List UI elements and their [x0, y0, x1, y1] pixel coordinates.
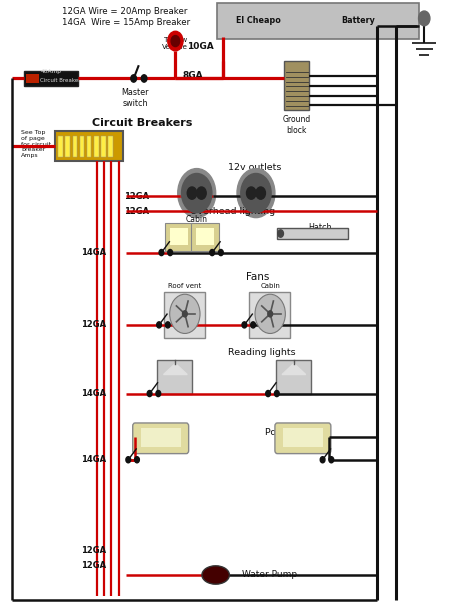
Text: 12GA: 12GA — [124, 207, 149, 216]
Circle shape — [165, 322, 170, 328]
FancyBboxPatch shape — [217, 3, 419, 39]
Text: Water Pump: Water Pump — [242, 571, 297, 579]
Text: Circuit Breakers: Circuit Breakers — [92, 118, 193, 128]
Circle shape — [126, 457, 131, 463]
Text: Cabin: Cabin — [186, 215, 208, 224]
Text: Hatch: Hatch — [308, 223, 332, 232]
Circle shape — [278, 230, 283, 237]
Text: Roof vent: Roof vent — [168, 283, 201, 289]
Circle shape — [178, 169, 216, 218]
Bar — [73, 136, 77, 157]
Polygon shape — [164, 364, 187, 375]
FancyBboxPatch shape — [133, 423, 189, 454]
Circle shape — [131, 75, 137, 82]
Text: Circuit Breaker: Circuit Breaker — [40, 78, 81, 83]
Circle shape — [182, 311, 187, 317]
Text: Porch lights: Porch lights — [265, 428, 320, 436]
Bar — [24, 71, 78, 86]
Text: 14GA: 14GA — [81, 248, 106, 257]
FancyBboxPatch shape — [196, 228, 214, 245]
Circle shape — [141, 75, 147, 82]
Text: Reading lights: Reading lights — [228, 348, 295, 357]
FancyBboxPatch shape — [170, 228, 188, 245]
Text: Master
switch: Master switch — [121, 88, 149, 108]
Text: To Tow
Vehicle: To Tow Vehicle — [163, 37, 188, 50]
Ellipse shape — [202, 566, 229, 584]
Text: Fans: Fans — [246, 272, 270, 282]
Circle shape — [419, 11, 430, 26]
Bar — [87, 136, 91, 157]
Circle shape — [159, 249, 164, 256]
Text: 10GA: 10GA — [187, 42, 214, 51]
FancyBboxPatch shape — [223, 12, 281, 32]
Circle shape — [246, 187, 256, 199]
Circle shape — [274, 390, 279, 397]
FancyBboxPatch shape — [275, 423, 331, 454]
Circle shape — [241, 173, 271, 213]
FancyBboxPatch shape — [191, 223, 219, 251]
Circle shape — [135, 457, 139, 463]
Circle shape — [210, 249, 215, 256]
Circle shape — [266, 390, 271, 397]
Circle shape — [171, 36, 180, 47]
FancyBboxPatch shape — [141, 428, 181, 447]
Circle shape — [147, 390, 152, 397]
Circle shape — [242, 322, 247, 328]
Text: See Top
of page
for circuit
breaker
Amps: See Top of page for circuit breaker Amps — [21, 130, 52, 158]
Bar — [276, 360, 311, 394]
Text: 12v outlets: 12v outlets — [228, 163, 281, 172]
FancyBboxPatch shape — [283, 428, 323, 447]
Circle shape — [251, 322, 255, 328]
Text: 40Amp: 40Amp — [40, 69, 61, 74]
Text: 12GA: 12GA — [124, 192, 149, 200]
Text: 12GA: 12GA — [81, 321, 106, 329]
Circle shape — [197, 187, 206, 199]
Text: 12GA Wire = 20Amp Breaker
14GA  Wire = 15Amp Breaker: 12GA Wire = 20Amp Breaker 14GA Wire = 15… — [62, 7, 190, 27]
Text: Cabin: Cabin — [187, 172, 207, 178]
Bar — [80, 136, 84, 157]
Circle shape — [168, 31, 183, 51]
Bar — [101, 136, 106, 157]
Circle shape — [157, 322, 162, 328]
Polygon shape — [282, 364, 306, 375]
Circle shape — [255, 294, 285, 333]
Circle shape — [170, 294, 200, 333]
Circle shape — [156, 390, 161, 397]
Circle shape — [256, 187, 265, 199]
Circle shape — [182, 173, 212, 213]
FancyBboxPatch shape — [164, 292, 205, 338]
Bar — [65, 136, 70, 157]
Bar — [108, 136, 113, 157]
Circle shape — [237, 169, 275, 218]
Bar — [58, 136, 63, 157]
Text: 14GA: 14GA — [81, 389, 106, 398]
Text: Ground
block: Ground block — [283, 115, 311, 135]
Circle shape — [219, 249, 223, 256]
Bar — [94, 136, 99, 157]
Text: Overhead lighting: Overhead lighting — [190, 207, 275, 216]
Text: 8GA: 8GA — [182, 71, 203, 80]
FancyBboxPatch shape — [322, 12, 380, 32]
Text: 14GA: 14GA — [81, 455, 106, 464]
Text: El Cheapo: El Cheapo — [236, 17, 281, 25]
Circle shape — [329, 457, 334, 463]
FancyBboxPatch shape — [165, 223, 193, 251]
Bar — [284, 61, 309, 110]
Circle shape — [168, 249, 173, 256]
Bar — [26, 74, 39, 83]
Circle shape — [320, 457, 325, 463]
Bar — [277, 228, 348, 239]
FancyBboxPatch shape — [249, 292, 290, 338]
Text: Battery: Battery — [341, 17, 375, 25]
Text: Cabin: Cabin — [260, 283, 280, 289]
Bar — [55, 131, 123, 161]
Text: 12GA: 12GA — [81, 546, 106, 555]
Text: Galley: Galley — [245, 172, 267, 178]
Bar — [157, 360, 192, 394]
Circle shape — [268, 311, 273, 317]
Circle shape — [187, 187, 197, 199]
Text: 12GA: 12GA — [81, 561, 106, 569]
